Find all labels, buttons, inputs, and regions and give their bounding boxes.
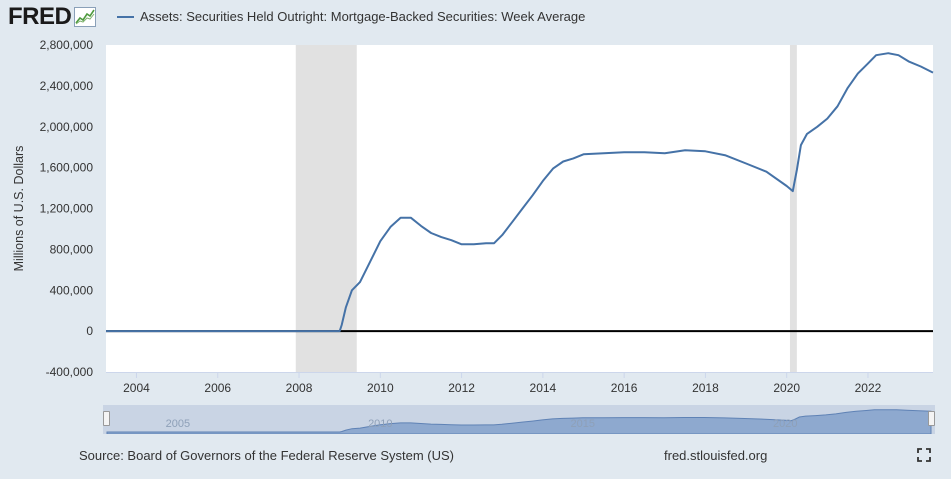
y-tick-label: 800,000 (50, 242, 94, 256)
recession-band (295, 45, 357, 372)
fred-logo-text: FRED (8, 3, 72, 30)
y-tick-label: 1,600,000 (40, 161, 94, 175)
x-tick-label: 2012 (448, 381, 475, 395)
chart-area[interactable]: Millions of U.S. Dollars -400,000 0 400,00… (0, 34, 951, 404)
navigator-year-label: 2015 (571, 418, 595, 430)
recession-band (789, 45, 797, 372)
y-tick-label: 2,800,000 (40, 38, 94, 52)
x-tick-label: 2010 (367, 381, 394, 395)
x-tick-label: 2004 (123, 381, 150, 395)
navigator-year-label: 2005 (166, 418, 190, 430)
navigator-area (106, 409, 932, 435)
range-navigator[interactable]: 2005 2010 2015 2020 (103, 405, 935, 435)
legend-label: Assets: Securities Held Outright: Mortga… (140, 9, 586, 24)
source-text: Source: Board of Governors of the Federa… (79, 448, 454, 463)
series-line (106, 52, 934, 333)
fullscreen-icon[interactable] (917, 448, 931, 462)
plot-background (106, 45, 933, 372)
navigator-chart: 2005 2010 2015 2020 (103, 405, 935, 435)
legend[interactable]: Assets: Securities Held Outright: Mortga… (117, 9, 585, 24)
navigator-year-label: 2020 (773, 418, 797, 430)
navigator-left-handle[interactable] (103, 411, 110, 426)
fred-logo[interactable]: FRED (8, 3, 97, 30)
legend-swatch (117, 15, 134, 18)
y-tick-label: -400,000 (46, 365, 94, 379)
chart-line-icon (74, 7, 97, 27)
y-tick-label: 2,400,000 (40, 79, 94, 93)
y-tick-label: 2,000,000 (40, 120, 94, 134)
chart-header: FRED Assets: Securities Held Outright: M… (0, 0, 951, 34)
y-tick-label: 1,200,000 (40, 202, 94, 216)
y-tick-label: 400,000 (50, 283, 94, 297)
x-tick-label: 2022 (855, 381, 882, 395)
site-link[interactable]: fred.stlouisfed.org (664, 448, 768, 463)
navigator-right-handle[interactable] (928, 411, 935, 426)
x-tick-label: 2014 (530, 381, 557, 395)
x-tick-label: 2018 (692, 381, 719, 395)
x-tick-label: 2020 (773, 381, 800, 395)
x-tick-label: 2008 (286, 381, 313, 395)
x-tick-label: 2006 (204, 381, 231, 395)
y-tick-label: 0 (86, 324, 93, 338)
x-tick-label: 2016 (611, 381, 638, 395)
y-axis-title: Millions of U.S. Dollars (12, 146, 26, 272)
navigator-year-label: 2010 (368, 418, 392, 430)
